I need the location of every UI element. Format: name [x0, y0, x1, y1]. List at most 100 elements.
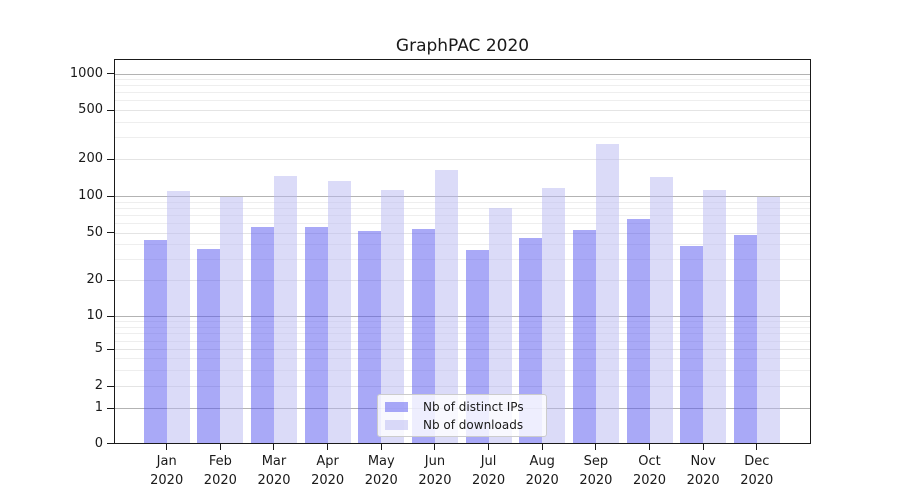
x-tick-label: Dec 2020 [740, 454, 774, 488]
bar-distinct-ips [680, 246, 704, 443]
gridline [115, 100, 810, 102]
bar-downloads [703, 190, 727, 443]
x-tick-label: Mar 2020 [257, 454, 291, 488]
gridline [115, 349, 810, 351]
x-tick-label: Sep 2020 [579, 454, 613, 488]
bar-downloads [756, 196, 780, 443]
gridline [115, 386, 810, 387]
x-tick-label: Feb 2020 [203, 454, 237, 488]
bar-distinct-ips [572, 230, 596, 443]
x-tick-label: Nov 2020 [686, 454, 720, 488]
legend-swatch-distinct-ips [385, 401, 408, 412]
gridline [115, 244, 810, 246]
bar-downloads [166, 191, 190, 443]
bar-distinct-ips [143, 239, 167, 443]
gridline [115, 214, 810, 216]
y-tick-mark [107, 385, 114, 387]
x-tick-mark [488, 443, 490, 450]
legend-label-distinct-ips: Nb of distinct IPs [423, 399, 524, 414]
x-tick-mark [702, 443, 704, 450]
gridline [115, 333, 810, 335]
gridline [115, 316, 810, 317]
gridline [115, 137, 810, 139]
y-tick-mark [107, 348, 114, 350]
x-tick-mark [166, 443, 168, 450]
bar-distinct-ips [626, 218, 650, 443]
bar-distinct-ips [197, 248, 221, 443]
x-tick-mark [327, 443, 329, 450]
x-tick-mark [541, 443, 543, 450]
x-tick-label: Aug 2020 [525, 454, 559, 488]
gridline [115, 321, 810, 323]
gridline [115, 201, 810, 203]
legend-row-distinct-ips: Nb of distinct IPs [385, 400, 538, 414]
bar-downloads [381, 189, 405, 443]
y-tick-mark [107, 407, 114, 409]
legend-row-downloads: Nb of downloads [385, 418, 538, 432]
bar-downloads [327, 180, 351, 443]
gridline [115, 73, 810, 75]
chart-title: GraphPAC 2020 [395, 36, 530, 56]
x-tick-mark [219, 443, 221, 450]
x-tick-mark [380, 443, 382, 450]
gridline [115, 85, 810, 87]
legend: Nb of distinct IPs Nb of downloads [377, 394, 547, 437]
x-tick-mark [649, 443, 650, 450]
gridline [115, 259, 810, 261]
plot-area [114, 59, 811, 444]
y-tick-mark [107, 315, 114, 317]
x-tick-label: May 2020 [364, 454, 398, 488]
gridline [115, 121, 810, 123]
gridline [115, 196, 810, 197]
gridline [115, 232, 810, 234]
y-tick-label: 1 [94, 400, 103, 416]
y-tick-mark [107, 232, 114, 234]
bar-distinct-ips [733, 235, 757, 443]
bar-downloads [273, 176, 297, 443]
gridline [115, 92, 810, 94]
y-tick-label: 50 [86, 224, 103, 240]
bar-downloads [220, 196, 244, 443]
gridline [115, 110, 810, 111]
gridline [115, 358, 810, 360]
y-tick-label: 0 [94, 435, 103, 451]
y-tick-mark [107, 109, 114, 111]
y-tick-label: 100 [78, 188, 103, 203]
y-tick-mark [107, 158, 114, 160]
gridline [115, 223, 810, 225]
y-tick-mark [107, 443, 114, 444]
x-tick-mark [595, 443, 597, 450]
y-tick-label: 1000 [69, 65, 103, 81]
y-tick-label: 20 [86, 272, 103, 287]
bar-distinct-ips [250, 227, 274, 443]
x-tick-label: Jan 2020 [150, 454, 184, 488]
x-tick-mark [273, 443, 275, 450]
y-tick-label: 2 [94, 378, 103, 393]
bar-downloads [595, 144, 619, 443]
y-tick-label: 10 [86, 308, 103, 323]
bar-downloads [649, 177, 673, 443]
y-tick-mark [107, 195, 114, 197]
bar-distinct-ips [304, 227, 328, 443]
gridline [115, 207, 810, 209]
y-tick-label: 500 [78, 102, 103, 117]
y-tick-mark [107, 73, 114, 74]
x-tick-mark [434, 443, 436, 450]
gridline [115, 340, 810, 342]
x-tick-label: Jun 2020 [418, 454, 452, 488]
bar-distinct-ips [411, 229, 435, 443]
y-tick-label: 5 [94, 341, 103, 357]
bar-distinct-ips [519, 237, 543, 443]
x-tick-label: Oct 2020 [632, 454, 667, 488]
x-tick-label: Apr 2020 [311, 454, 345, 488]
gridline [115, 369, 810, 371]
x-tick-label: Jul 2020 [472, 454, 506, 488]
bar-downloads [434, 169, 458, 443]
legend-label-downloads: Nb of downloads [423, 417, 524, 432]
y-tick-label: 200 [78, 151, 103, 166]
gridline [115, 159, 810, 160]
x-tick-mark [756, 443, 758, 450]
bar-distinct-ips [358, 231, 382, 443]
bar-downloads [488, 208, 512, 443]
